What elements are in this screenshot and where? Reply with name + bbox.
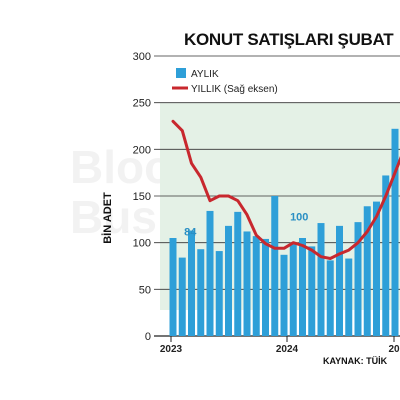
bar — [280, 254, 288, 336]
bar — [215, 251, 223, 336]
bar — [197, 249, 205, 336]
y-tick-label: 250 — [133, 98, 151, 110]
y-tick-label: 0 — [145, 331, 151, 343]
bar — [326, 260, 334, 336]
bar — [373, 201, 380, 336]
bar — [169, 238, 177, 336]
x-tick-label: 20 — [388, 344, 400, 355]
bar — [345, 258, 353, 336]
bar — [252, 236, 260, 336]
y-tick-label: 300 — [133, 51, 151, 63]
bar — [317, 223, 325, 336]
bar — [188, 230, 195, 336]
bar — [262, 238, 269, 336]
bar — [363, 206, 371, 336]
bar — [336, 225, 343, 336]
chart-title: KONUT SATIŞLARI ŞUBAT — [184, 30, 394, 49]
x-tick-label: 2023 — [160, 344, 183, 355]
data-label: 84 — [184, 227, 197, 239]
bar — [243, 231, 251, 336]
source-note: KAYNAK: TÜİK — [323, 356, 388, 366]
bar — [178, 257, 186, 336]
series-line-yillik — [171, 119, 400, 260]
legend-label-yillik: YILLIK (Sağ eksen) — [191, 84, 278, 95]
bar — [289, 242, 297, 336]
x-tick-label: 2024 — [276, 344, 299, 355]
bar — [354, 222, 362, 336]
bar — [271, 196, 279, 336]
bar — [225, 225, 232, 336]
bar — [382, 175, 390, 336]
y-tick-label: 100 — [133, 238, 151, 250]
bar — [299, 238, 306, 336]
y-tick-label: 50 — [139, 284, 151, 296]
data-label: 100 — [290, 212, 308, 224]
bar — [391, 128, 399, 336]
legend-swatch-aylik — [176, 68, 186, 78]
legend-label-aylik: AYLIK — [191, 69, 219, 80]
bar — [206, 210, 214, 336]
y-tick-label: 200 — [133, 144, 151, 156]
y-tick-label: 150 — [133, 191, 151, 203]
bar — [234, 211, 242, 336]
bar — [308, 246, 316, 336]
